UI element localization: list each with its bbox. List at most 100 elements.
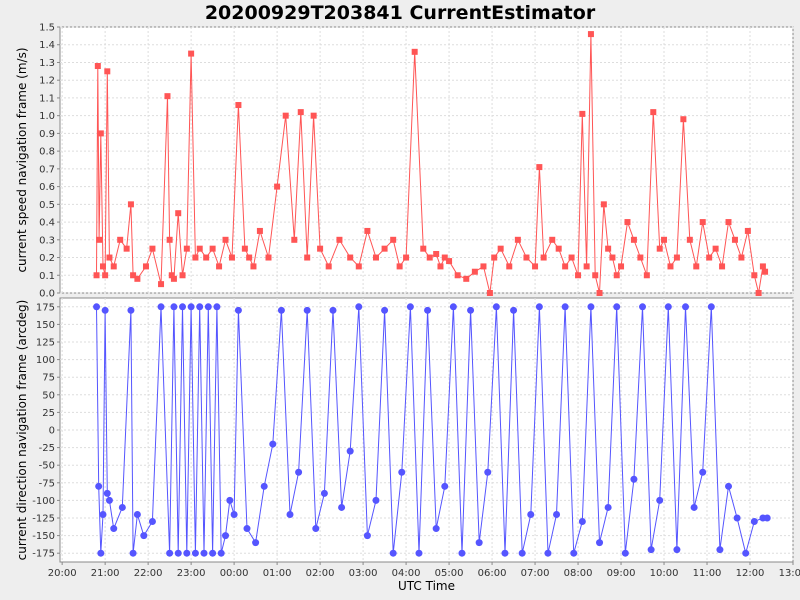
direction-y-tick-label: 25	[42, 408, 55, 419]
direction-data-point	[217, 549, 225, 557]
speed-data-point	[491, 254, 498, 261]
direction-y-tick-label: 50	[42, 390, 55, 401]
speed-data-point	[102, 272, 109, 279]
speed-data-point	[117, 236, 124, 243]
speed-data-point	[256, 227, 263, 234]
speed-y-tick-label: 0.0	[39, 289, 55, 300]
speed-data-point	[104, 68, 111, 75]
direction-data-point	[103, 489, 111, 497]
direction-data-point	[101, 306, 109, 314]
direction-y-tick-label: 150	[36, 320, 55, 331]
direction-data-point	[716, 546, 724, 554]
speed-y-tick-label: 0.9	[39, 129, 55, 140]
direction-data-point	[621, 549, 629, 557]
speed-data-point	[719, 263, 726, 270]
speed-data-point	[158, 281, 165, 288]
speed-data-point	[336, 236, 343, 243]
direction-data-point	[630, 475, 638, 483]
speed-data-point	[106, 254, 113, 261]
speed-data-point	[372, 254, 379, 261]
direction-data-point	[355, 303, 363, 311]
direction-data-point	[174, 549, 182, 557]
direction-data-point	[467, 306, 475, 314]
x-tick-label: 04:00	[392, 568, 421, 579]
speed-y-tick-label: 1.5	[39, 23, 55, 34]
speed-data-point	[613, 272, 620, 279]
direction-data-point	[690, 503, 698, 511]
speed-data-point	[579, 110, 586, 117]
direction-data-point	[110, 525, 118, 533]
speed-data-point	[463, 275, 470, 282]
speed-data-point	[596, 290, 603, 296]
direction-y-tick-label: -100	[32, 496, 55, 507]
direction-data-point	[209, 549, 217, 557]
speed-data-point	[673, 254, 680, 261]
direction-data-point	[613, 303, 621, 311]
direction-data-point	[750, 518, 758, 526]
speed-data-point	[175, 210, 182, 217]
direction-data-point	[200, 549, 208, 557]
direction-data-point	[303, 306, 311, 314]
speed-data-point	[216, 263, 223, 270]
speed-data-point	[637, 254, 644, 261]
direction-data-point	[561, 303, 569, 311]
direction-data-point	[269, 440, 277, 448]
speed-data-point	[693, 263, 700, 270]
speed-data-point	[656, 245, 663, 252]
direction-data-point	[157, 303, 165, 311]
direction-y-axis-title: current direction navigation frame (arcd…	[15, 300, 29, 561]
direction-data-point	[230, 510, 238, 518]
direction-data-point	[99, 510, 107, 518]
speed-data-point	[420, 245, 427, 252]
speed-data-point	[587, 31, 594, 38]
speed-data-point	[246, 254, 253, 261]
direction-data-point	[518, 549, 526, 557]
direction-data-point	[733, 514, 741, 522]
direction-data-point	[338, 503, 346, 511]
direction-data-point	[277, 306, 285, 314]
speed-data-point	[731, 236, 738, 243]
speed-data-point	[304, 254, 311, 261]
direction-data-point	[763, 514, 771, 522]
speed-data-point	[228, 254, 235, 261]
x-tick-label: 08:00	[564, 568, 593, 579]
direction-data-point	[166, 549, 174, 557]
speed-data-point	[624, 219, 631, 226]
x-tick-label: 00:00	[220, 568, 249, 579]
direction-data-point	[415, 549, 423, 557]
direction-data-point	[286, 510, 294, 518]
speed-data-point	[532, 263, 539, 270]
speed-data-point	[149, 245, 156, 252]
speed-data-point	[297, 109, 304, 116]
speed-data-point	[209, 245, 216, 252]
x-tick-label: 20:00	[48, 568, 77, 579]
speed-y-tick-label: 0.2	[39, 253, 55, 264]
speed-data-point	[609, 254, 616, 261]
speed-data-point	[396, 263, 403, 270]
speed-data-point	[179, 272, 186, 279]
direction-data-point	[398, 468, 406, 476]
direction-data-point	[295, 468, 303, 476]
direction-data-point	[389, 549, 397, 557]
speed-data-point	[762, 268, 769, 275]
speed-data-point	[364, 227, 371, 234]
speed-data-point	[480, 263, 487, 270]
speed-data-point	[168, 272, 175, 279]
speed-data-point	[192, 254, 199, 261]
speed-y-tick-label: 0.5	[39, 200, 55, 211]
speed-data-point	[523, 254, 530, 261]
speed-data-point	[381, 245, 388, 252]
speed-data-point	[310, 112, 317, 119]
direction-y-tick-label: 100	[36, 355, 55, 366]
speed-y-tick-label: 1.0	[39, 111, 55, 122]
direction-data-point	[570, 549, 578, 557]
speed-y-tick-label: 0.7	[39, 164, 55, 175]
speed-data-point	[274, 183, 281, 190]
speed-data-point	[583, 263, 590, 270]
x-tick-label: 09:00	[607, 568, 636, 579]
direction-data-point	[596, 539, 604, 547]
speed-data-point	[437, 263, 444, 270]
speed-data-point	[282, 112, 289, 119]
speed-data-point	[97, 130, 104, 137]
